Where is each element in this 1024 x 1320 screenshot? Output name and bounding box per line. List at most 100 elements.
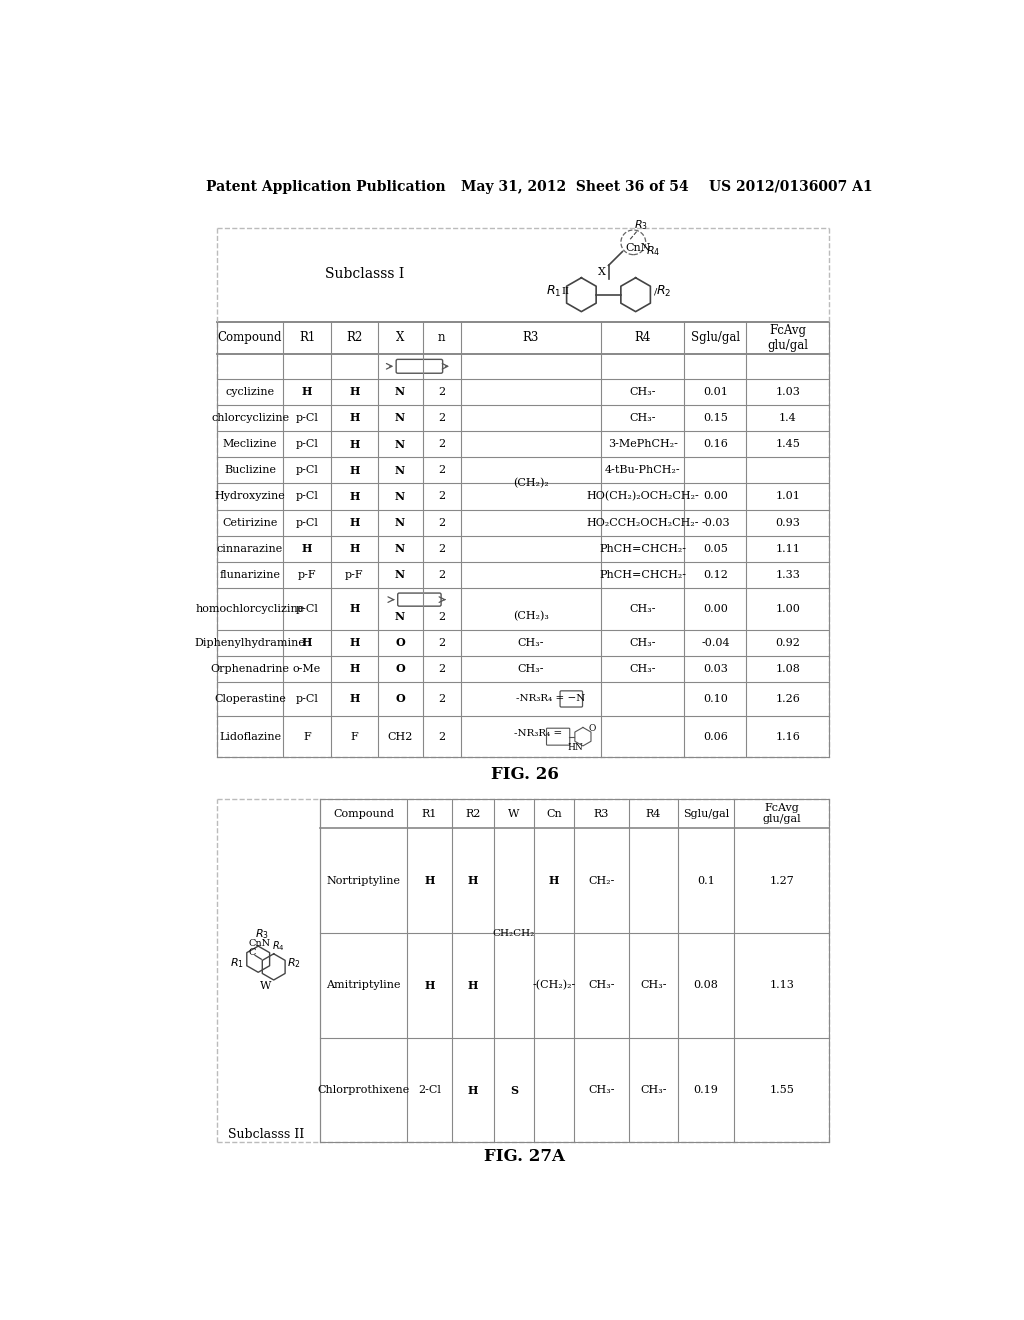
Text: H: H xyxy=(468,875,478,886)
Text: -(CH₂)₂-: -(CH₂)₂- xyxy=(532,981,575,990)
Text: p-F: p-F xyxy=(298,570,316,579)
Text: 2: 2 xyxy=(438,664,445,675)
Text: Sglu/gal: Sglu/gal xyxy=(691,331,740,345)
Text: FcAvg
glu/gal: FcAvg glu/gal xyxy=(767,323,808,352)
Text: W: W xyxy=(508,809,519,818)
Text: Amitriptyline: Amitriptyline xyxy=(327,981,400,990)
Text: F: F xyxy=(303,731,311,742)
Text: N: N xyxy=(395,491,406,502)
Text: Orphenadrine: Orphenadrine xyxy=(211,664,290,675)
Text: -NR₃R₄ =: -NR₃R₄ = xyxy=(514,729,562,738)
Text: FIG. 26: FIG. 26 xyxy=(490,766,559,783)
Text: 2: 2 xyxy=(438,638,445,648)
Text: H: H xyxy=(349,664,359,675)
Text: p-Cl: p-Cl xyxy=(296,491,318,502)
Text: $R_2$: $R_2$ xyxy=(656,284,671,300)
Text: N: N xyxy=(395,438,406,450)
Text: Nortriptyline: Nortriptyline xyxy=(327,875,400,886)
Text: Diphenylhydramine: Diphenylhydramine xyxy=(195,638,305,648)
Text: II: II xyxy=(561,288,569,296)
Text: O: O xyxy=(395,693,404,705)
Text: HO(CH₂)₂OCH₂CH₂-: HO(CH₂)₂OCH₂CH₂- xyxy=(586,491,699,502)
Text: 2: 2 xyxy=(438,570,445,579)
Text: H: H xyxy=(424,875,434,886)
Text: 2: 2 xyxy=(438,387,445,397)
Text: n: n xyxy=(438,331,445,345)
Text: R1: R1 xyxy=(422,809,437,818)
Text: Subclasss II: Subclasss II xyxy=(227,1129,304,1142)
Text: O: O xyxy=(395,664,404,675)
Text: F: F xyxy=(350,731,358,742)
Text: Chlorprothixene: Chlorprothixene xyxy=(317,1085,410,1096)
Text: H: H xyxy=(349,517,359,528)
Text: Cetirizine: Cetirizine xyxy=(222,517,278,528)
Text: 0.16: 0.16 xyxy=(703,440,728,449)
Text: 0.00: 0.00 xyxy=(703,603,728,614)
Text: R2: R2 xyxy=(346,331,362,345)
Text: Buclizine: Buclizine xyxy=(224,465,276,475)
Text: 2: 2 xyxy=(438,465,445,475)
Text: N: N xyxy=(395,611,406,622)
Text: Patent Application Publication: Patent Application Publication xyxy=(206,180,445,194)
Text: CH₃-: CH₃- xyxy=(518,638,544,648)
Text: 4-tBu-PhCH₂-: 4-tBu-PhCH₂- xyxy=(605,465,680,475)
Text: $R_4$: $R_4$ xyxy=(646,244,660,259)
Text: 1.11: 1.11 xyxy=(775,544,801,554)
Text: -NR₃R₄ = −N: -NR₃R₄ = −N xyxy=(515,694,585,704)
Text: 3-MePhCH₂-: 3-MePhCH₂- xyxy=(607,440,678,449)
Text: $R_1$: $R_1$ xyxy=(229,956,244,970)
Text: Meclizine: Meclizine xyxy=(223,440,278,449)
Text: H: H xyxy=(349,693,359,705)
Text: CH₃-: CH₃- xyxy=(630,638,655,648)
Text: 2: 2 xyxy=(438,440,445,449)
Text: H: H xyxy=(349,412,359,424)
Text: CH₃-: CH₃- xyxy=(588,1085,614,1096)
Text: 2: 2 xyxy=(438,694,445,704)
Text: 2: 2 xyxy=(438,517,445,528)
Text: H: H xyxy=(302,544,312,554)
Text: p-Cl: p-Cl xyxy=(296,517,318,528)
Text: 1.33: 1.33 xyxy=(775,570,801,579)
Text: Sglu/gal: Sglu/gal xyxy=(683,809,729,818)
Text: p-Cl: p-Cl xyxy=(296,465,318,475)
Text: flunarizine: flunarizine xyxy=(219,570,281,579)
Text: CH₃-: CH₃- xyxy=(630,603,655,614)
Text: H: H xyxy=(349,387,359,397)
Text: 0.10: 0.10 xyxy=(703,694,728,704)
Text: 1.27: 1.27 xyxy=(769,875,794,886)
Text: PhCH=CHCH₂-: PhCH=CHCH₂- xyxy=(599,570,686,579)
Text: N: N xyxy=(395,387,406,397)
Text: homochlorcyclizine: homochlorcyclizine xyxy=(196,603,305,614)
Text: N: N xyxy=(395,569,406,581)
Text: Cn: Cn xyxy=(546,809,562,818)
Text: Compound: Compound xyxy=(333,809,394,818)
Text: N: N xyxy=(395,517,406,528)
Text: 0.08: 0.08 xyxy=(693,981,719,990)
Text: 0.12: 0.12 xyxy=(703,570,728,579)
Text: 0.92: 0.92 xyxy=(775,638,801,648)
Text: H: H xyxy=(349,638,359,648)
Text: CH₃-: CH₃- xyxy=(630,387,655,397)
Text: cinnarazine: cinnarazine xyxy=(217,544,284,554)
Text: W: W xyxy=(260,981,271,991)
Text: PhCH=CHCH₂-: PhCH=CHCH₂- xyxy=(599,544,686,554)
Text: US 2012/0136007 A1: US 2012/0136007 A1 xyxy=(710,180,872,194)
Text: X: X xyxy=(598,267,606,277)
Text: 0.01: 0.01 xyxy=(703,387,728,397)
Text: o-Me: o-Me xyxy=(293,664,322,675)
Text: R3: R3 xyxy=(523,331,540,345)
Text: (CH₂)₂: (CH₂)₂ xyxy=(513,478,549,488)
Text: 1.45: 1.45 xyxy=(775,440,801,449)
Text: CH₃-: CH₃- xyxy=(640,1085,667,1096)
Text: Hydroxyzine: Hydroxyzine xyxy=(215,491,286,502)
Text: p-Cl: p-Cl xyxy=(296,440,318,449)
Text: R3: R3 xyxy=(594,809,609,818)
Text: 1.03: 1.03 xyxy=(775,387,801,397)
Text: May 31, 2012  Sheet 36 of 54: May 31, 2012 Sheet 36 of 54 xyxy=(461,180,689,194)
Text: H: H xyxy=(302,638,312,648)
Text: 2: 2 xyxy=(438,611,445,622)
Text: 1.08: 1.08 xyxy=(775,664,801,675)
Text: $R_3$: $R_3$ xyxy=(634,219,648,232)
Text: 0.03: 0.03 xyxy=(703,664,728,675)
Text: p-F: p-F xyxy=(345,570,364,579)
